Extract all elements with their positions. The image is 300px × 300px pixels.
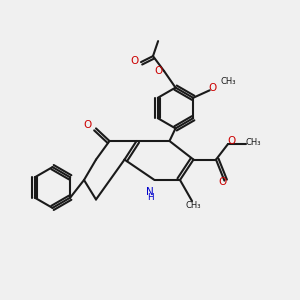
- Text: O: O: [83, 120, 91, 130]
- Text: O: O: [219, 177, 227, 187]
- Text: H: H: [147, 194, 153, 202]
- Text: CH₃: CH₃: [246, 138, 261, 147]
- Text: O: O: [208, 83, 217, 93]
- Text: CH₃: CH₃: [186, 201, 201, 210]
- Text: CH₃: CH₃: [221, 77, 236, 86]
- Text: O: O: [154, 66, 162, 76]
- Text: N: N: [146, 187, 154, 197]
- Text: O: O: [227, 136, 235, 146]
- Text: O: O: [130, 56, 139, 66]
